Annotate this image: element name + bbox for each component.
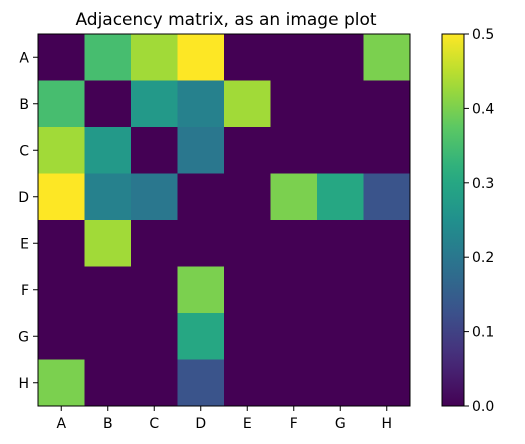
heatmap-cell-H-E: [224, 359, 271, 407]
x-tick-label: E: [243, 416, 252, 432]
colorbar-tick-label: 0.2: [472, 250, 494, 266]
heatmap-cell-B-G: [317, 80, 364, 128]
heatmap-cell-E-C: [131, 220, 178, 267]
x-tick-label: C: [149, 416, 159, 432]
colorbar-tick-label: 0.0: [472, 399, 494, 415]
heatmap-cell-F-H: [363, 266, 411, 314]
x-axis: A B C D E F G H: [56, 406, 392, 432]
heatmap-cell-F-C: [131, 266, 178, 314]
x-tick-label: G: [335, 416, 346, 432]
y-tick-label: D: [18, 190, 29, 206]
heatmap-cell-E-B: [84, 220, 132, 267]
chart-title: Adjacency matrix, as an image plot: [75, 10, 376, 30]
heatmap-cell-A-F: [270, 34, 318, 81]
heatmap-cell-H-G: [317, 359, 364, 407]
heatmap-cell-E-H: [363, 220, 411, 267]
heatmap-cell-G-E: [224, 313, 271, 360]
heatmap-cell-D-C: [131, 173, 178, 221]
heatmap-cell-D-E: [224, 173, 271, 221]
heatmap-cell-E-G: [317, 220, 364, 267]
heatmap-cell-B-B: [84, 80, 132, 128]
heatmap-cell-B-D: [177, 80, 225, 128]
heatmap-cell-B-C: [131, 80, 178, 128]
colorbar: [441, 33, 465, 407]
heatmap-cell-A-E: [224, 34, 271, 81]
heatmap-cell-F-A: [38, 266, 85, 314]
heatmap-cell-D-G: [317, 173, 364, 221]
heatmap-cell-B-F: [270, 80, 318, 128]
heatmap-cell-D-A: [38, 173, 85, 221]
heatmap-cell-A-B: [84, 34, 132, 81]
heatmap-cell-C-G: [317, 127, 364, 174]
colorbar-tick-label: 0.3: [472, 176, 494, 192]
heatmap-cell-H-B: [84, 359, 132, 407]
heatmap-cell-E-A: [38, 220, 85, 267]
heatmap-cell-G-G: [317, 313, 364, 360]
y-axis: A B C D E F G H: [18, 50, 38, 392]
colorbar-tick-label: 0.4: [472, 101, 494, 117]
heatmap-cell-C-H: [363, 127, 411, 174]
heatmap-cell-C-B: [84, 127, 132, 174]
heatmap-cell-E-E: [224, 220, 271, 267]
x-tick-label: F: [290, 416, 298, 432]
heatmap-cell-D-F: [270, 173, 318, 221]
heatmap-cell-B-H: [363, 80, 411, 128]
heatmap-cell-F-G: [317, 266, 364, 314]
heatmap-cell-C-D: [177, 127, 225, 174]
heatmap-cell-E-F: [270, 220, 318, 267]
heatmap-cell-A-A: [38, 34, 85, 81]
x-tick-label: B: [103, 416, 113, 432]
heatmap-cell-E-D: [177, 220, 225, 267]
y-tick-label: C: [19, 143, 29, 159]
heatmap-cell-F-F: [270, 266, 318, 314]
heatmap-cell-D-H: [363, 173, 411, 221]
heatmap-cell-A-H: [363, 34, 411, 81]
x-tick-label: H: [381, 416, 392, 432]
x-tick-label: A: [56, 416, 66, 432]
heatmap-cell-F-D: [177, 266, 225, 314]
y-tick-label: A: [19, 50, 29, 66]
heatmap-cell-D-D: [177, 173, 225, 221]
heatmap-cell-B-A: [38, 80, 85, 128]
heatmap-cell-G-D: [177, 313, 225, 360]
x-tick-label: D: [195, 416, 206, 432]
y-tick-label: H: [18, 376, 29, 392]
y-tick-label: B: [19, 97, 29, 113]
heatmap-cell-C-E: [224, 127, 271, 174]
heatmap-cell-A-G: [317, 34, 364, 81]
heatmap-cell-G-A: [38, 313, 85, 360]
heatmap-cell-H-D: [177, 359, 225, 407]
y-tick-label: E: [20, 236, 29, 252]
plot-frame: [37, 33, 411, 407]
heatmap-cell-D-B: [84, 173, 132, 221]
heatmap-cell-H-H: [363, 359, 411, 407]
y-tick-label: F: [21, 283, 29, 299]
heatmap-cell-F-B: [84, 266, 132, 314]
y-tick-label: G: [18, 329, 29, 345]
heatmap-cell-H-C: [131, 359, 178, 407]
heatmap-cell-H-F: [270, 359, 318, 407]
heatmap-cell-A-D: [177, 34, 225, 81]
colorbar-tick-label: 0.5: [472, 27, 494, 43]
heatmap-cell-A-C: [131, 34, 178, 81]
heatmap-cell-F-E: [224, 266, 271, 314]
heatmap-cell-G-B: [84, 313, 132, 360]
heatmap-cell-C-F: [270, 127, 318, 174]
heatmap-cell-G-C: [131, 313, 178, 360]
colorbar-tick-label: 0.1: [472, 325, 494, 341]
colorbar-axis: 0.0 0.1 0.2 0.3 0.4 0.5: [464, 27, 494, 415]
heatmap-cell-C-C: [131, 127, 178, 174]
heatmap-cell-G-F: [270, 313, 318, 360]
heatmap-cells: [38, 34, 411, 407]
heatmap-cell-H-A: [38, 359, 85, 407]
heatmap-cell-G-H: [363, 313, 411, 360]
heatmap-cell-C-A: [38, 127, 85, 174]
heatmap-cell-B-E: [224, 80, 271, 128]
